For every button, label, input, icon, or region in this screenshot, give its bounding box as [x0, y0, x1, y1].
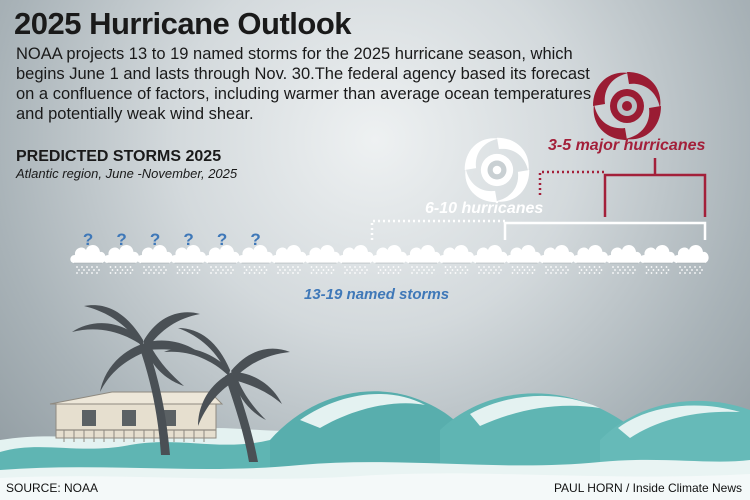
hurricanes-label: 6-10 hurricanes — [425, 200, 544, 217]
major-hurricanes-label: 3-5 major hurricanes — [548, 137, 706, 154]
palm-tree-icon — [72, 305, 210, 455]
storm-cloud-icon — [304, 244, 341, 275]
storm-cloud-icon: ? — [203, 230, 241, 275]
major-hurricane-spiral-icon — [593, 72, 661, 140]
storm-cloud-icon — [337, 244, 375, 275]
storm-cloud-icon — [672, 244, 710, 275]
major-hurricanes-bracket — [538, 158, 707, 217]
storm-cloud-row: ?????? — [69, 230, 710, 275]
storm-cloud-icon: ? — [69, 230, 107, 275]
storm-cloud-icon — [605, 244, 643, 275]
chart-note: Atlantic region, June -November, 2025 — [16, 166, 238, 181]
storm-cloud-icon — [505, 244, 542, 275]
palm-tree-icon — [164, 328, 290, 462]
storm-cloud-icon — [438, 244, 475, 275]
storm-cloud-icon: ? — [170, 230, 207, 275]
storm-cloud-icon: ? — [103, 230, 140, 275]
uncertain-storm-mark: ? — [83, 230, 93, 249]
storm-cloud-icon — [538, 244, 576, 275]
uncertain-storm-mark: ? — [150, 230, 160, 249]
page-title: 2025 Hurricane Outlook — [14, 6, 352, 41]
storm-cloud-icon — [371, 244, 408, 275]
uncertain-storm-mark: ? — [250, 230, 260, 249]
uncertain-storm-mark: ? — [116, 230, 126, 249]
description: NOAA projects 13 to 19 named storms for … — [16, 45, 592, 123]
named-storms-label: 13-19 named storms — [304, 286, 450, 303]
chart-heading: PREDICTED STORMS 2025 — [16, 148, 222, 165]
hurricanes-bracket — [370, 219, 707, 240]
uncertain-storm-mark: ? — [217, 230, 227, 249]
coastal-scene — [0, 391, 750, 500]
uncertain-storm-mark: ? — [183, 230, 193, 249]
storm-cloud-icon — [639, 244, 676, 275]
storm-cloud-icon — [572, 244, 609, 275]
author-credit: PAUL HORN / Inside Climate News — [553, 481, 742, 495]
hurricane-spiral-icon — [464, 137, 530, 203]
storm-cloud-icon: ? — [237, 230, 274, 275]
beach-house-icon — [49, 391, 224, 442]
storm-cloud-icon: ? — [136, 230, 174, 275]
storm-cloud-icon — [404, 244, 442, 275]
storm-cloud-icon — [471, 244, 509, 275]
source-credit: SOURCE: NOAA — [6, 481, 99, 495]
storm-cloud-icon — [270, 244, 308, 275]
